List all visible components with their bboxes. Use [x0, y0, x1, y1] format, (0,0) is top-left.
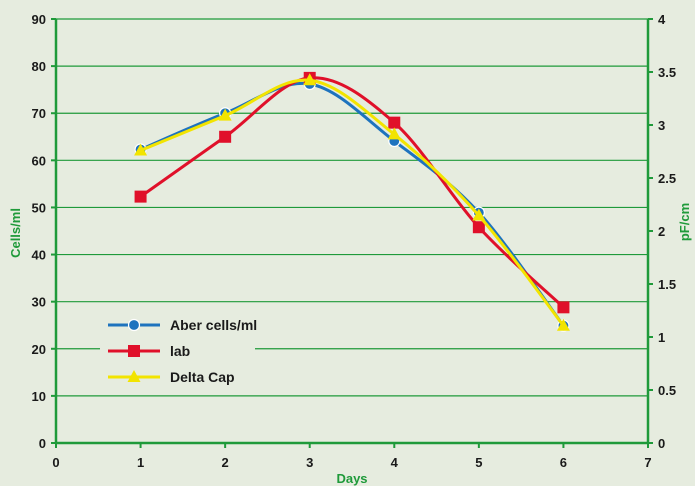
y2-tick-label: 3 [658, 118, 665, 133]
x-tick-label: 0 [52, 455, 59, 470]
data-point-lab [557, 301, 570, 314]
series-delta-cap [134, 73, 570, 331]
legend-marker-aber-cells-ml [127, 318, 141, 332]
legend-label-lab: lab [170, 343, 190, 359]
y2-tick-label: 2 [658, 224, 665, 239]
y-tick-label: 60 [32, 153, 46, 168]
data-point-delta-cap [303, 73, 317, 86]
legend-label-delta-cap: Delta Cap [170, 369, 235, 385]
x-tick-label: 7 [644, 455, 651, 470]
y2-tick-label: 1.5 [658, 277, 676, 292]
data-point-delta-cap [472, 208, 486, 221]
legend: Aber cells/ml lab Delta Cap [100, 310, 257, 392]
x-tick-label: 1 [137, 455, 144, 470]
x-tick-label: 5 [475, 455, 482, 470]
x-tick-label: 3 [306, 455, 313, 470]
y2-tick-label: 2.5 [658, 171, 676, 186]
legend-marker-delta-cap [127, 370, 141, 382]
y2-tick-label: 1 [658, 330, 665, 345]
y-tick-label: 50 [32, 200, 46, 215]
data-point-lab [388, 116, 401, 129]
data-point-delta-cap [387, 127, 401, 140]
y-tick-label: 10 [32, 389, 46, 404]
y2-tick-label: 0 [658, 436, 665, 451]
data-point-lab [134, 190, 147, 203]
data-point-delta-cap [218, 108, 232, 121]
legend-marker-lab [128, 345, 140, 357]
data-point-lab [219, 130, 232, 143]
series-lab [134, 71, 570, 314]
series-lines [134, 71, 570, 332]
y-tick-label: 0 [39, 436, 46, 451]
y-tick-label: 30 [32, 295, 46, 310]
data-point-delta-cap [556, 318, 570, 331]
data-point-delta-cap [134, 143, 148, 156]
y2-axis-title: pF/cm [677, 203, 692, 241]
y2-tick-label: 4 [658, 12, 666, 27]
x-tick-label: 2 [222, 455, 229, 470]
series-aber-cells-ml [134, 77, 570, 332]
data-point-lab [472, 221, 485, 234]
series-line-delta-cap [139, 78, 565, 327]
y-tick-label: 80 [32, 59, 46, 74]
y-axis-title: Cells/ml [8, 208, 23, 258]
series-line-aber-cells-ml [139, 81, 565, 327]
series-line-lab [139, 76, 565, 309]
y-tick-label: 90 [32, 12, 46, 27]
x-tick-label: 6 [560, 455, 567, 470]
y-tick-label: 40 [32, 248, 46, 263]
y2-tick-label: 0.5 [658, 383, 676, 398]
y2-tick-label: 3.5 [658, 65, 676, 80]
x-axis-title: Days [336, 471, 367, 486]
y-tick-label: 70 [32, 106, 46, 121]
legend-label-aber-cells-ml: Aber cells/ml [170, 317, 257, 333]
y-tick-label: 20 [32, 342, 46, 357]
x-tick-label: 4 [391, 455, 399, 470]
